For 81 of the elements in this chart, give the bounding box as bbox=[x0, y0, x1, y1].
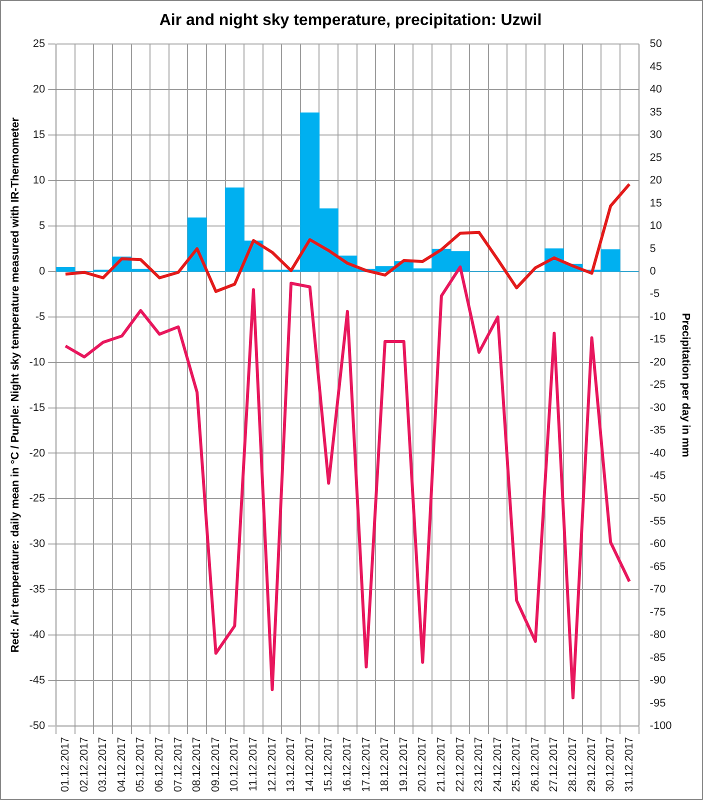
x-tick-label: 13.12.2017 bbox=[285, 736, 298, 792]
y-tick-label: -50 bbox=[29, 720, 46, 732]
y-tick-label: -40 bbox=[29, 629, 46, 642]
y2-tick-label: -65 bbox=[650, 560, 666, 573]
x-tick-label: 01.12.2017 bbox=[60, 736, 72, 792]
y2-tick-label: -60 bbox=[650, 538, 666, 550]
chart-title: Air and night sky temperature, precipitation: Uzwil bbox=[159, 12, 542, 30]
y-tick-label: 20 bbox=[32, 84, 46, 96]
y-tick-label: 5 bbox=[38, 220, 46, 232]
y2-tick-label: 5 bbox=[650, 242, 656, 255]
y2-tick-label: -15 bbox=[650, 334, 666, 346]
x-tick-label: 11.12.2017 bbox=[247, 736, 260, 792]
x-tick-label: 05.12.2017 bbox=[134, 736, 147, 792]
y-tick-label: 10 bbox=[32, 174, 46, 187]
y2-tick-label: 25 bbox=[650, 152, 662, 164]
y2-tick-label: 45 bbox=[650, 60, 662, 73]
y2-tick-label: 15 bbox=[650, 197, 662, 210]
y-tick-label: -5 bbox=[35, 310, 46, 323]
y-tick-label: -10 bbox=[29, 356, 46, 368]
y2-tick-label: -80 bbox=[650, 629, 666, 642]
x-tick-label: 06.12.2017 bbox=[154, 736, 166, 792]
y2-tick-label: -50 bbox=[650, 492, 666, 505]
x-tick-label: 24.12.2017 bbox=[492, 736, 504, 792]
x-tick-label: 02.12.2017 bbox=[78, 736, 90, 792]
x-tick-label: 23.12.2017 bbox=[473, 736, 486, 792]
x-tick-label: 09.12.2017 bbox=[210, 736, 222, 792]
x-tick-label: 07.12.2017 bbox=[172, 736, 184, 792]
x-tick-label: 08.12.2017 bbox=[191, 736, 204, 792]
x-tick-label: 17.12.2017 bbox=[360, 736, 372, 792]
x-tick-label: 18.12.2017 bbox=[379, 736, 392, 792]
y2-tick-label: -95 bbox=[650, 697, 666, 710]
y2-tick-label: 10 bbox=[650, 220, 662, 232]
x-tick-label: 29.12.2017 bbox=[586, 736, 598, 792]
x-tick-label: 26.12.2017 bbox=[529, 736, 542, 792]
y2-tick-label: -5 bbox=[650, 288, 660, 300]
y2-tick-label: -75 bbox=[650, 606, 666, 618]
y-tick-label: 0 bbox=[38, 265, 46, 278]
y2-tick-label: -45 bbox=[650, 470, 666, 482]
x-tick-label: 31.12.2017 bbox=[623, 736, 636, 792]
y2-tick-label: -55 bbox=[650, 515, 666, 528]
y-tick-label: -25 bbox=[29, 492, 46, 505]
x-tick-label: 03.12.2017 bbox=[97, 736, 110, 792]
y2-tick-label: 0 bbox=[650, 265, 656, 278]
y-axis-title: Red: Air temperature: daily mean in °C / Purple: Night sky temperature measured with IR-Thermometer bbox=[10, 116, 22, 653]
y2-tick-label: -25 bbox=[650, 379, 666, 392]
y2-tick-label: 35 bbox=[650, 106, 662, 118]
x-tick-label: 16.12.2017 bbox=[341, 736, 354, 792]
y2-axis-title: Precipitation per day in mm bbox=[679, 312, 692, 458]
x-tick-label: 22.12.2017 bbox=[454, 736, 466, 792]
y2-tick-label: -90 bbox=[650, 674, 666, 687]
y2-tick-label: -70 bbox=[650, 584, 666, 596]
x-tick-label: 15.12.2017 bbox=[322, 736, 335, 792]
y2-tick-label: -20 bbox=[650, 356, 666, 368]
y2-tick-label: -35 bbox=[650, 424, 666, 437]
y-tick-label: -20 bbox=[29, 447, 46, 460]
y-tick-label: -15 bbox=[29, 402, 46, 414]
y2-tick-label: -30 bbox=[650, 402, 666, 414]
y2-tick-label: 40 bbox=[650, 84, 662, 96]
x-tick-label: 12.12.2017 bbox=[266, 736, 278, 792]
y2-tick-label: -40 bbox=[650, 447, 666, 460]
y2-tick-label: 20 bbox=[650, 174, 662, 187]
y-tick-label: -45 bbox=[29, 674, 46, 687]
y2-tick-label: -10 bbox=[650, 310, 666, 323]
y2-tick-label: 50 bbox=[650, 38, 662, 50]
x-tick-label: 21.12.2017 bbox=[435, 736, 448, 792]
x-tick-label: 19.12.2017 bbox=[398, 736, 410, 792]
x-tick-label: 14.12.2017 bbox=[304, 736, 316, 792]
x-tick-label: 27.12.2017 bbox=[548, 736, 560, 792]
y-tick-label: 15 bbox=[32, 129, 46, 142]
x-tick-label: 04.12.2017 bbox=[116, 736, 128, 792]
x-tick-label: 10.12.2017 bbox=[228, 736, 241, 792]
x-tick-label: 30.12.2017 bbox=[604, 736, 617, 792]
y-tick-label: -30 bbox=[29, 538, 46, 550]
y2-tick-label: 30 bbox=[650, 129, 662, 142]
x-tick-label: 28.12.2017 bbox=[567, 736, 580, 792]
y2-tick-label: -100 bbox=[650, 720, 672, 732]
x-tick-label: 25.12.2017 bbox=[510, 736, 523, 792]
x-tick-label: 20.12.2017 bbox=[416, 736, 429, 792]
y-tick-label: -35 bbox=[29, 584, 46, 596]
y2-tick-label: -85 bbox=[650, 652, 666, 664]
y-tick-label: 25 bbox=[32, 38, 46, 50]
